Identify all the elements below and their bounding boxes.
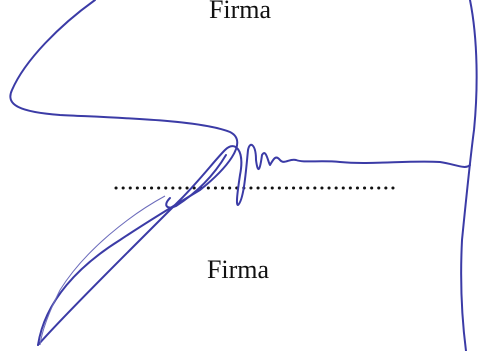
bottom-label: Firma [207, 255, 270, 284]
signature [10, 0, 476, 351]
page: Firma Firma (() => { const data = JSON.p… [0, 0, 483, 351]
document: Firma Firma [0, 0, 483, 351]
top-label: Firma [209, 0, 272, 24]
